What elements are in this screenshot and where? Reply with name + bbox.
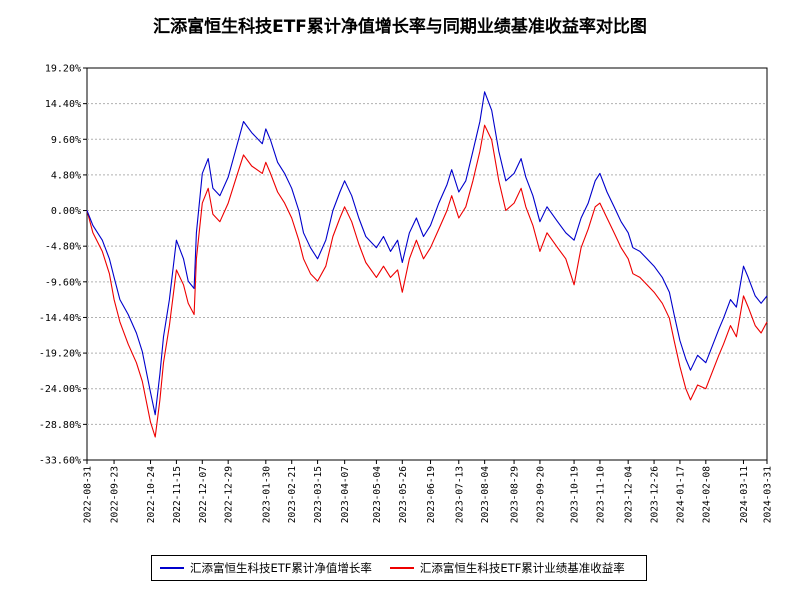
x-tick-label: 2023-08-04 [480, 466, 491, 523]
series-line-benchmark [86, 124, 768, 438]
x-tick-label: 2023-03-15 [313, 466, 324, 523]
legend-item-benchmark: 汇添富恒生科技ETF累计业绩基准收益率 [389, 560, 625, 576]
y-tick-label: 14.40% [45, 99, 81, 110]
x-tick-label: 2023-12-04 [624, 466, 635, 523]
y-tick-label: -33.60% [39, 456, 81, 467]
x-tick-label: 2023-10-19 [570, 466, 581, 523]
x-tick-label: 2022-08-31 [83, 466, 94, 523]
chart-title: 汇添富恒生科技ETF累计净值增长率与同期业绩基准收益率对比图 [153, 17, 647, 37]
series-line-nav [86, 91, 768, 416]
y-tick-label: -19.20% [39, 349, 81, 360]
y-tick-label: -9.60% [45, 277, 81, 288]
x-tick-label: 2023-06-19 [426, 466, 437, 523]
y-tick-label: 4.80% [51, 170, 81, 181]
y-tick-label: -24.00% [39, 384, 81, 395]
x-tick-label: 2022-11-15 [172, 466, 183, 523]
x-tick-label: 2023-05-04 [372, 466, 383, 523]
legend-swatch-benchmark [389, 567, 414, 569]
x-tick-label: 2024-02-08 [701, 466, 712, 523]
y-tick-label: -14.40% [39, 313, 81, 324]
x-tick-label: 2023-05-26 [398, 466, 409, 523]
x-tick-label: 2023-09-20 [535, 466, 546, 523]
y-tick-label: 9.60% [51, 135, 81, 146]
legend-item-nav: 汇添富恒生科技ETF累计净值增长率 [160, 560, 372, 576]
x-tick-label: 2022-10-24 [146, 466, 157, 523]
x-tick-label: 2023-04-07 [340, 466, 351, 523]
x-tick-label: 2023-11-10 [595, 466, 606, 523]
y-tick-label: 0.00% [51, 206, 81, 217]
x-tick-label: 2023-02-21 [287, 466, 298, 523]
x-tick-label: 2022-12-29 [224, 466, 235, 523]
x-tick-label: 2023-08-29 [510, 466, 521, 523]
x-tick-label: 2024-01-17 [675, 466, 686, 523]
y-tick-label: 19.20% [45, 64, 81, 75]
legend-swatch-nav [160, 567, 184, 569]
x-tick-label: 2024-03-31 [763, 466, 774, 523]
legend-label-nav: 汇添富恒生科技ETF累计净值增长率 [190, 561, 372, 575]
x-tick-label: 2023-07-13 [454, 466, 465, 523]
y-tick-label: -4.80% [45, 242, 81, 253]
chart-legend: 汇添富恒生科技ETF累计净值增长率 汇添富恒生科技ETF累计业绩基准收益率 [151, 555, 647, 581]
y-tick-label: -28.80% [39, 420, 81, 431]
plot-frame [86, 67, 768, 461]
x-tick-label: 2022-12-07 [198, 466, 209, 523]
x-tick-label: 2023-12-26 [650, 466, 661, 523]
x-tick-label: 2023-01-30 [261, 466, 272, 523]
x-tick-label: 2022-09-23 [110, 466, 121, 523]
legend-label-benchmark: 汇添富恒生科技ETF累计业绩基准收益率 [419, 561, 625, 575]
x-tick-label: 2024-03-11 [739, 466, 750, 523]
